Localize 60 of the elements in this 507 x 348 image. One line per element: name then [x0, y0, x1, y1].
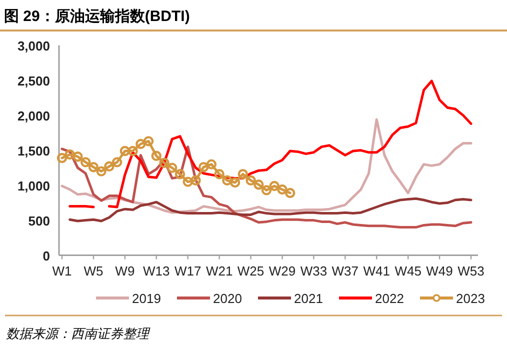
point [136, 138, 146, 150]
point [254, 180, 264, 190]
y-tick-label: 0 [42, 248, 50, 264]
point [88, 162, 99, 172]
point [269, 180, 280, 192]
chart-title: 图 29：原油运输指数(BDTI) [4, 8, 190, 25]
legend-label: 2019 [132, 291, 161, 306]
x-tick-label: W29 [268, 263, 296, 278]
x-tick-label: W45 [394, 263, 422, 278]
point [214, 169, 224, 180]
point [167, 162, 178, 173]
x-tick-label: W53 [458, 263, 484, 278]
point [230, 177, 240, 188]
x-tick-label: W17 [174, 263, 202, 278]
point [64, 149, 75, 160]
x-tick-label: W5 [84, 263, 104, 278]
point [198, 162, 209, 172]
point [222, 175, 232, 186]
x-tick-label: W33 [300, 263, 328, 278]
x-tick-label: W21 [206, 263, 233, 278]
x-tick-label: W41 [363, 263, 390, 278]
point [128, 146, 138, 156]
y-tick-label: 2,000 [17, 108, 50, 124]
source-note: 数据来源：西南证券整理 [6, 326, 151, 341]
y-tick-label: 2,500 [17, 73, 50, 88]
x-tick-label: W25 [237, 263, 264, 278]
point [174, 169, 186, 180]
x-tick-label: W37 [332, 263, 359, 278]
line-series [60, 118, 472, 214]
point [72, 152, 83, 162]
legend-label: 2020 [213, 291, 242, 306]
point [206, 159, 217, 170]
point [238, 169, 248, 180]
point [159, 158, 170, 168]
y-tick-label: 1,000 [17, 178, 50, 194]
point [246, 175, 256, 186]
point [112, 157, 122, 168]
point [143, 136, 154, 146]
point [56, 152, 68, 164]
legend-label: 2021 [294, 291, 323, 306]
point [261, 185, 272, 196]
x-tick-label: W13 [143, 263, 170, 278]
y-tick-label: 500 [28, 213, 50, 228]
point [120, 146, 130, 156]
point [80, 157, 91, 168]
x-tick-label: W9 [115, 263, 135, 278]
point [277, 184, 288, 195]
y-tick-label: 1,500 [17, 143, 50, 158]
legend-label: 2023 [456, 291, 485, 306]
legend-label: 2022 [375, 291, 404, 306]
point [284, 188, 296, 198]
x-tick-label: W1 [52, 263, 72, 278]
point [190, 175, 201, 186]
point [182, 176, 193, 187]
x-tick-label: W49 [426, 263, 453, 278]
point [151, 150, 162, 161]
y-tick-label: 3,000 [17, 38, 50, 54]
point [104, 161, 114, 172]
line-series [68, 197, 472, 222]
point [96, 166, 106, 176]
